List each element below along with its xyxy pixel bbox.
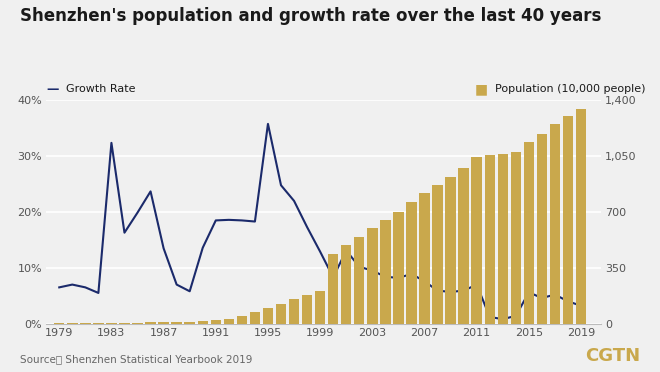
Bar	[249, 312, 260, 324]
Bar	[498, 154, 508, 324]
Bar	[185, 322, 195, 324]
Text: Population (10,000 people): Population (10,000 people)	[495, 84, 645, 94]
Text: CGTN: CGTN	[585, 347, 640, 365]
Bar	[211, 320, 221, 324]
Bar	[432, 185, 443, 324]
Text: Growth Rate: Growth Rate	[66, 84, 135, 94]
Bar	[341, 245, 351, 324]
Bar	[576, 109, 586, 324]
Bar	[367, 228, 378, 324]
Bar	[380, 220, 391, 324]
Bar	[550, 124, 560, 324]
Bar	[263, 308, 273, 324]
Bar	[197, 321, 208, 324]
Bar	[393, 212, 404, 324]
Bar	[289, 299, 299, 324]
Bar	[459, 168, 469, 324]
Bar	[315, 292, 325, 324]
Bar	[563, 116, 573, 324]
Bar	[302, 295, 312, 324]
Bar	[93, 323, 104, 324]
Bar	[67, 323, 77, 324]
Bar	[80, 323, 90, 324]
Bar	[132, 323, 143, 324]
Bar	[523, 142, 534, 324]
Bar	[106, 323, 117, 324]
Bar	[158, 322, 169, 324]
Bar	[119, 323, 129, 324]
Bar	[54, 323, 65, 324]
Text: Shenzhen's population and growth rate over the last 40 years: Shenzhen's population and growth rate ov…	[20, 7, 601, 25]
Text: —: —	[46, 83, 59, 96]
Bar	[237, 316, 247, 324]
Bar	[328, 254, 339, 324]
Bar	[446, 177, 456, 324]
Bar	[471, 157, 482, 324]
Bar	[276, 304, 286, 324]
Bar	[224, 319, 234, 324]
Bar	[419, 193, 430, 324]
Bar	[407, 202, 416, 324]
Bar	[484, 155, 495, 324]
Bar	[172, 322, 182, 324]
Bar	[145, 323, 156, 324]
Bar	[537, 134, 547, 324]
Bar	[511, 152, 521, 324]
Text: Source： Shenzhen Statistical Yearbook 2019: Source： Shenzhen Statistical Yearbook 20…	[20, 355, 252, 365]
Text: ■: ■	[475, 82, 488, 96]
Bar	[354, 237, 364, 324]
